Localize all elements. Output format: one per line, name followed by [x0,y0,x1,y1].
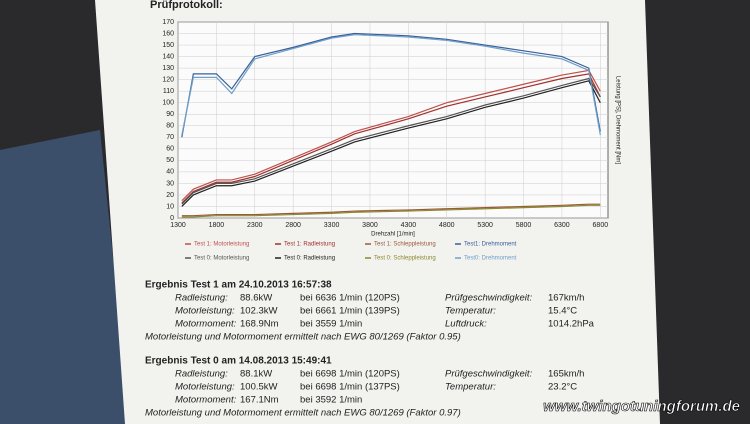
result-cell: 167.1Nm [240,395,279,406]
series-line [181,73,601,204]
result-cell: 88.1kW [240,369,272,380]
result-cell: 168.9Nm [240,319,279,330]
result-cell: Radleistung: [175,369,228,380]
y-tick-label: 10 [166,203,174,210]
result-cell: Prüfgeschwindigkeit: [445,369,532,380]
y-tick-label: 150 [162,42,174,49]
y-tick-label: 140 [162,53,174,60]
result-cell: 88.6kW [240,293,272,304]
y-tick-label: 70 [166,134,174,141]
legend-label: Test 0: Motorleistung [194,256,249,262]
x-tick-label: 2800 [285,222,301,229]
x-tick-label: 6300 [554,222,570,229]
result-cell: bei 6636 1/min (120PS) [300,293,400,304]
legend-label: Test0: Drehmoment [464,256,517,262]
result-note: Motorleistung und Motormoment ermittelt … [145,332,461,343]
result-cell: bei 3559 1/min [300,319,362,330]
legend-label: Test 1: Motorleistung [194,242,249,248]
y-tick-label: 80 [166,123,174,130]
y-tick-label: 160 [162,30,174,37]
result-cell: bei 6698 1/min (137PS) [300,382,400,393]
y-tick-label: 110 [163,88,174,95]
result-heading: Ergebnis Test 0 am 14.08.2013 15:49:41 [145,356,332,367]
watermark: www.twingotuningforum.de [543,398,740,415]
result-cell: 100.5kW [240,382,278,393]
result-heading: Ergebnis Test 1 am 24.10.2013 16:57:38 [145,280,332,291]
result-cell: Motormoment: [175,395,237,406]
result-cell: 1014.2hPa [548,319,595,330]
result-cell: 102.3kW [240,306,278,317]
x-tick-label: 1300 [170,222,186,229]
result-cell: Motorleistung: [175,306,235,317]
result-cell: Motorleistung: [175,382,235,393]
y-tick-label: 50 [166,157,174,164]
y-tick-label: 120 [162,76,174,83]
result-cell: Luftdruck: [445,319,487,330]
result-cell: 165km/h [548,369,584,380]
x-tick-label: 5300 [477,222,493,229]
result-cell: 15.4°C [548,306,577,317]
y-tick-label: 130 [162,65,174,72]
series-line [181,69,601,202]
legend-label: Test 1: Schleppleistung [374,242,436,248]
x-tick-label: 5800 [516,222,532,229]
x-tick-label: 2300 [247,222,263,229]
y-tick-label: 100 [162,100,174,107]
series-line [181,203,601,217]
result-cell: Prüfgeschwindigkeit: [445,293,532,304]
x-tick-label: 3800 [362,222,378,229]
x-tick-label: 6800 [593,222,609,229]
result-cell: Radleistung: [175,293,228,304]
y-tick-label: 170 [162,19,174,26]
series-line [181,77,601,205]
result-cell: bei 6698 1/min (120PS) [300,369,400,380]
result-cell: Motormoment: [175,319,237,330]
result-cell: Temperatur: [445,306,496,317]
result-cell: Temperatur: [445,382,496,393]
legend-label: Test 1: Radleistung [284,242,335,248]
x-tick-label: 1800 [209,222,225,229]
result-cell: 167km/h [548,293,584,304]
y-tick-label: 40 [166,169,174,176]
x-tick-label: 4300 [401,222,417,229]
result-note: Motorleistung und Motormoment ermittelt … [145,408,461,419]
y-tick-label: 60 [166,146,174,153]
chart-title: Prüfprotokoll: [150,0,223,11]
series-line [181,80,601,207]
series-line [181,34,601,136]
x-tick-label: 3300 [324,222,340,229]
y-tick-label: 0 [170,215,174,222]
x-axis-label: Drehzahl [1/min] [371,232,415,238]
result-cell: bei 3592 1/min [300,395,362,406]
result-cell: 23.2°C [548,382,577,393]
seat [0,130,130,424]
legend-label: Test 0: Schleppleistung [374,256,436,262]
series-line [181,204,601,218]
y-tick-label: 90 [166,111,174,118]
y-tick-label: 20 [166,192,174,199]
legend-label: Test1: Drehmoment [464,242,517,248]
series-line [181,32,601,138]
y-axis-label: Leistung [PS], Drehmoment [Nm] [614,76,620,164]
plot-area [177,21,609,219]
result-cell: bei 6661 1/min (139PS) [300,306,400,317]
legend-label: Test 0: Radleistung [284,256,335,262]
y-tick-label: 30 [166,180,174,187]
x-tick-label: 4800 [439,222,455,229]
